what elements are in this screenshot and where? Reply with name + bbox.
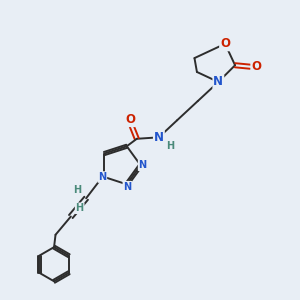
Text: H: H (73, 185, 81, 195)
Text: N: N (139, 160, 147, 170)
Text: O: O (220, 37, 230, 50)
Text: N: N (154, 131, 164, 144)
Text: N: N (98, 172, 106, 182)
Text: O: O (251, 60, 261, 73)
Text: O: O (125, 113, 135, 126)
Text: H: H (166, 141, 174, 151)
Text: N: N (123, 182, 131, 192)
Text: N: N (213, 76, 224, 88)
Text: H: H (76, 203, 84, 213)
